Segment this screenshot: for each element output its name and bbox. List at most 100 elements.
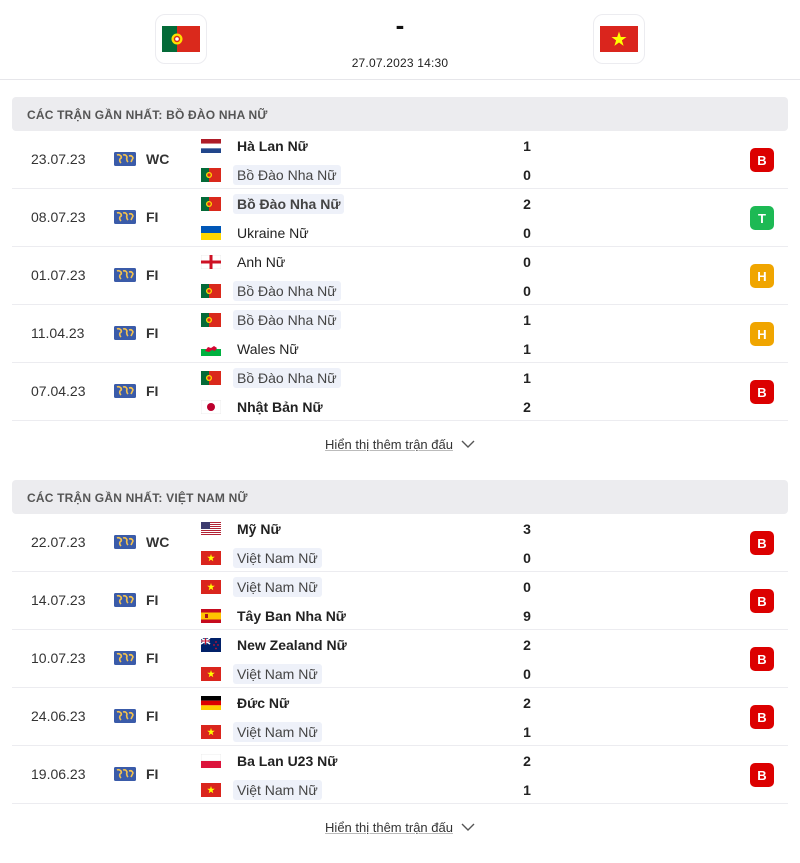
match-row[interactable]: 01.07.23 FI Anh Nữ 0 Bồ Đào Nha Nữ 0 H xyxy=(12,247,788,305)
england-flag-icon xyxy=(201,255,221,269)
home-goals: 1 xyxy=(523,370,531,386)
away-team[interactable]: Việt Nam Nữ xyxy=(201,721,322,743)
match-row[interactable]: 07.04.23 FI Bồ Đào Nha Nữ 1 Nhật Bản Nữ 2 B xyxy=(12,363,788,421)
team-name[interactable]: Việt Nam Nữ xyxy=(233,548,322,568)
team-name[interactable]: Bồ Đào Nha Nữ xyxy=(233,368,341,388)
home-goals: 1 xyxy=(523,138,531,154)
result-badge: B xyxy=(750,763,774,787)
match-row[interactable]: 08.07.23 FI Bồ Đào Nha Nữ 2 Ukraine Nữ 0 T xyxy=(12,189,788,247)
away-team[interactable]: Wales Nữ xyxy=(201,338,303,360)
competition-world-icon xyxy=(114,709,136,723)
match-date: 23.07.23 xyxy=(31,151,86,167)
competition-code: FI xyxy=(146,383,159,399)
result-badge: B xyxy=(750,589,774,613)
home-team[interactable]: Đức Nữ xyxy=(201,692,293,714)
match-row[interactable]: 22.07.23 WC Mỹ Nữ 3 Việt Nam Nữ 0 B xyxy=(12,514,788,572)
show-more-link[interactable]: Hiển thị thêm trận đấu xyxy=(325,437,453,452)
home-team[interactable]: Bồ Đào Nha Nữ xyxy=(201,193,345,215)
match-date: 14.07.23 xyxy=(31,592,86,608)
section-title: CÁC TRẬN GẦN NHẤT: VIỆT NAM NỮ xyxy=(27,491,248,505)
result-badge: B xyxy=(750,647,774,671)
result-badge: B xyxy=(750,531,774,555)
away-team[interactable]: Ukraine Nữ xyxy=(201,222,313,244)
competition-world-icon xyxy=(114,152,136,166)
home-team[interactable]: Việt Nam Nữ xyxy=(201,576,322,598)
away-goals: 0 xyxy=(523,550,531,566)
home-goals: 3 xyxy=(523,521,531,537)
away-goals: 1 xyxy=(523,341,531,357)
team-name[interactable]: Mỹ Nữ xyxy=(237,521,281,537)
away-team-badge[interactable] xyxy=(593,14,645,64)
match-date: 11.04.23 xyxy=(31,325,85,341)
away-team[interactable]: Bồ Đào Nha Nữ xyxy=(201,164,341,186)
competition-code: FI xyxy=(146,325,159,341)
away-goals: 0 xyxy=(523,666,531,682)
home-team[interactable]: Bồ Đào Nha Nữ xyxy=(201,309,341,331)
team-name[interactable]: Ba Lan U23 Nữ xyxy=(237,753,338,769)
home-team[interactable]: New Zealand Nữ xyxy=(201,634,351,656)
team-name[interactable]: Việt Nam Nữ xyxy=(233,722,322,742)
show-more: Hiển thị thêm trận đấu xyxy=(0,819,800,837)
team-name[interactable]: Bồ Đào Nha Nữ xyxy=(233,165,341,185)
away-goals: 0 xyxy=(523,283,531,299)
portugal-flag-icon xyxy=(201,284,221,298)
ukraine-flag-icon xyxy=(201,226,221,240)
team-name[interactable]: New Zealand Nữ xyxy=(237,637,347,653)
match-date: 08.07.23 xyxy=(31,209,86,225)
team-name[interactable]: Hà Lan Nữ xyxy=(237,138,308,154)
home-goals: 2 xyxy=(523,695,531,711)
home-team[interactable]: Hà Lan Nữ xyxy=(201,135,312,157)
team-name[interactable]: Bồ Đào Nha Nữ xyxy=(233,194,345,214)
home-team-badge[interactable] xyxy=(155,14,207,64)
match-row[interactable]: 10.07.23 FI New Zealand Nữ 2 Việt Nam Nữ 0 B xyxy=(12,630,788,688)
team-name[interactable]: Việt Nam Nữ xyxy=(233,780,322,800)
home-goals: 0 xyxy=(523,579,531,595)
team-name[interactable]: Nhật Bản Nữ xyxy=(237,399,323,415)
away-team[interactable]: Nhật Bản Nữ xyxy=(201,396,327,418)
match-date: 01.07.23 xyxy=(31,267,86,283)
usa-flag-icon xyxy=(201,522,221,536)
away-team[interactable]: Việt Nam Nữ xyxy=(201,663,322,685)
team-name[interactable]: Tây Ban Nha Nữ xyxy=(237,608,346,624)
kickoff-time: 27.07.2023 14:30 xyxy=(351,56,449,70)
vietnam-flag-icon xyxy=(201,551,221,565)
portugal-flag-icon xyxy=(201,313,221,327)
section-title: CÁC TRẬN GẦN NHẤT: BỒ ĐÀO NHA NỮ xyxy=(27,108,268,122)
match-row[interactable]: 19.06.23 FI Ba Lan U23 Nữ 2 Việt Nam Nữ 1 B xyxy=(12,746,788,804)
new-zealand-flag-icon xyxy=(201,638,221,652)
home-team[interactable]: Ba Lan U23 Nữ xyxy=(201,750,341,772)
away-goals: 9 xyxy=(523,608,531,624)
team-name[interactable]: Việt Nam Nữ xyxy=(233,664,322,684)
team-name[interactable]: Anh Nữ xyxy=(237,254,286,270)
match-date: 22.07.23 xyxy=(31,534,86,550)
team-name[interactable]: Bồ Đào Nha Nữ xyxy=(233,310,341,330)
result-badge: B xyxy=(750,705,774,729)
away-team[interactable]: Việt Nam Nữ xyxy=(201,547,322,569)
competition-code: FI xyxy=(146,209,159,225)
team-name[interactable]: Bồ Đào Nha Nữ xyxy=(233,281,341,301)
team-name[interactable]: Việt Nam Nữ xyxy=(233,577,322,597)
competition-code: WC xyxy=(146,534,170,550)
home-team[interactable]: Anh Nữ xyxy=(201,251,289,273)
competition-code: FI xyxy=(146,650,159,666)
match-row[interactable]: 23.07.23 WC Hà Lan Nữ 1 Bồ Đào Nha Nữ 0 B xyxy=(12,131,788,189)
result-badge: H xyxy=(750,264,774,288)
match-header: - 27.07.2023 14:30 xyxy=(0,0,800,80)
competition-world-icon xyxy=(114,651,136,665)
home-team[interactable]: Bồ Đào Nha Nữ xyxy=(201,367,341,389)
team-name[interactable]: Wales Nữ xyxy=(237,341,299,357)
away-team[interactable]: Việt Nam Nữ xyxy=(201,779,322,801)
match-row[interactable]: 24.06.23 FI Đức Nữ 2 Việt Nam Nữ 1 B xyxy=(12,688,788,746)
away-team[interactable]: Bồ Đào Nha Nữ xyxy=(201,280,341,302)
match-row[interactable]: 14.07.23 FI Việt Nam Nữ 0 Tây Ban Nha Nữ 9 B xyxy=(12,572,788,630)
chevron-down-icon[interactable] xyxy=(461,440,475,448)
match-row[interactable]: 11.04.23 FI Bồ Đào Nha Nữ 1 Wales Nữ 1 H xyxy=(12,305,788,363)
competition-world-icon xyxy=(114,326,136,340)
away-team[interactable]: Tây Ban Nha Nữ xyxy=(201,605,350,627)
home-team[interactable]: Mỹ Nữ xyxy=(201,518,285,540)
show-more-link[interactable]: Hiển thị thêm trận đấu xyxy=(325,820,453,835)
team-name[interactable]: Ukraine Nữ xyxy=(237,225,309,241)
chevron-down-icon[interactable] xyxy=(461,823,475,831)
team-name[interactable]: Đức Nữ xyxy=(237,695,290,711)
result-badge: B xyxy=(750,148,774,172)
